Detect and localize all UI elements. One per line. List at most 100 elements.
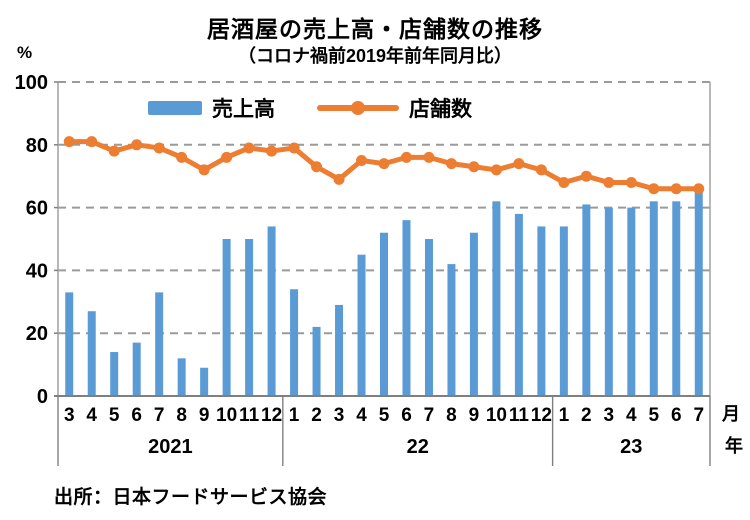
y-axis-unit-label: % bbox=[17, 43, 33, 62]
bar-6-idx27 bbox=[672, 201, 681, 396]
bar-6-idx15 bbox=[402, 220, 411, 396]
y-tick-label-100: 100 bbox=[15, 72, 48, 94]
x-month-label-idx27: 6 bbox=[671, 405, 682, 426]
bar-2-idx11 bbox=[312, 326, 321, 396]
x-month-label-idx26: 5 bbox=[649, 405, 660, 426]
x-month-label-idx22: 1 bbox=[559, 405, 570, 426]
x-month-label-idx13: 4 bbox=[356, 405, 367, 426]
line-point-3-idx12 bbox=[333, 173, 345, 185]
bar-3-idx0 bbox=[65, 292, 74, 396]
line-point-6-idx3 bbox=[131, 139, 143, 151]
y-tick-label-20: 20 bbox=[26, 323, 48, 345]
line-point-4-idx13 bbox=[356, 155, 368, 166]
legend: 売上高 店舗数 bbox=[148, 93, 472, 123]
bar-12-idx21 bbox=[537, 226, 546, 396]
y-tick-label-60: 60 bbox=[26, 198, 48, 220]
bar-9-idx18 bbox=[469, 232, 478, 396]
bar-12-idx9 bbox=[267, 226, 276, 396]
year-label-22: 22 bbox=[407, 436, 429, 458]
y-tick-label-0: 0 bbox=[37, 386, 48, 408]
line-point-6-idx15 bbox=[400, 151, 412, 163]
line-point-10-idx7 bbox=[221, 151, 233, 163]
x-month-label-idx21: 12 bbox=[531, 405, 552, 426]
y-tick-label-80: 80 bbox=[26, 135, 48, 157]
line-point-10-idx19 bbox=[490, 164, 502, 176]
x-month-label-idx23: 2 bbox=[581, 405, 592, 426]
x-month-label-idx5: 8 bbox=[176, 405, 187, 426]
line-point-7-idx4 bbox=[153, 142, 165, 154]
line-point-9-idx6 bbox=[198, 164, 210, 176]
x-month-label-idx11: 2 bbox=[311, 405, 322, 426]
legend-stores-label: 店舗数 bbox=[409, 98, 472, 121]
bar-7-idx4 bbox=[155, 292, 164, 396]
bar-1-idx10 bbox=[290, 289, 299, 396]
line-point-12-idx21 bbox=[535, 164, 547, 176]
line-point-1-idx22 bbox=[558, 176, 570, 188]
bar-5-idx2 bbox=[110, 352, 119, 396]
source-note: 出所：日本フードサービス協会 bbox=[54, 487, 328, 508]
line-point-8-idx5 bbox=[176, 151, 188, 163]
bar-8-idx5 bbox=[177, 358, 186, 396]
x-month-label-idx19: 10 bbox=[486, 405, 507, 426]
year-label-23: 23 bbox=[620, 436, 642, 458]
bar-7-idx16 bbox=[424, 239, 433, 396]
bar-6-idx3 bbox=[132, 342, 141, 396]
year-suffix-label: 年 bbox=[725, 435, 743, 456]
bar-3-idx24 bbox=[604, 207, 613, 396]
bar-11-idx20 bbox=[514, 213, 523, 396]
bar-3-idx12 bbox=[335, 304, 344, 396]
line-point-4-idx25 bbox=[625, 176, 637, 188]
line-point-4-idx1 bbox=[86, 136, 98, 148]
bar-11-idx8 bbox=[245, 239, 254, 396]
x-month-label-idx4: 7 bbox=[154, 405, 165, 426]
line-point-5-idx2 bbox=[108, 145, 120, 157]
bar-8-idx17 bbox=[447, 264, 456, 396]
y-tick-label-40: 40 bbox=[26, 260, 48, 282]
x-month-label-idx0: 3 bbox=[64, 405, 75, 426]
chart-subtitle: （コロナ禍前2019年前年同月比） bbox=[237, 46, 513, 66]
bar-7-idx28 bbox=[694, 191, 703, 396]
legend-bar-swatch-icon bbox=[148, 101, 202, 115]
bar-4-idx25 bbox=[627, 207, 636, 396]
x-month-label-idx8: 11 bbox=[239, 405, 260, 426]
line-point-7-idx16 bbox=[423, 151, 435, 163]
x-month-label-idx14: 5 bbox=[379, 405, 390, 426]
line-point-11-idx8 bbox=[243, 142, 255, 154]
x-month-label-idx2: 5 bbox=[109, 405, 120, 426]
bar-4-idx1 bbox=[87, 311, 96, 396]
bar-2-idx23 bbox=[582, 204, 591, 396]
year-label-2021: 2021 bbox=[148, 436, 193, 458]
x-month-label-idx25: 4 bbox=[626, 405, 637, 426]
line-point-1-idx10 bbox=[288, 142, 300, 154]
bar-4-idx13 bbox=[357, 254, 366, 396]
x-month-label-idx1: 4 bbox=[86, 405, 97, 426]
bar-5-idx14 bbox=[380, 232, 388, 396]
month-suffix-label: 月 bbox=[721, 404, 740, 424]
bar-9-idx6 bbox=[200, 367, 209, 396]
line-point-9-idx18 bbox=[468, 161, 480, 173]
x-month-label-idx28: 7 bbox=[693, 405, 704, 426]
line-point-12-idx9 bbox=[266, 145, 278, 157]
legend-line-marker-icon bbox=[317, 101, 399, 115]
x-month-label-idx10: 1 bbox=[289, 405, 300, 426]
line-point-3-idx0 bbox=[63, 136, 75, 148]
line-point-5-idx26 bbox=[648, 183, 660, 195]
x-month-label-idx3: 6 bbox=[131, 405, 142, 426]
x-month-label-idx9: 12 bbox=[261, 405, 282, 426]
x-month-label-idx24: 3 bbox=[604, 405, 615, 426]
x-month-label-idx17: 8 bbox=[446, 405, 457, 426]
x-month-label-idx7: 10 bbox=[216, 405, 237, 426]
chart-title: 居酒屋の売上高・店舗数の推移 bbox=[207, 16, 543, 42]
line-point-2-idx11 bbox=[311, 161, 323, 173]
line-point-8-idx17 bbox=[445, 158, 457, 170]
line-point-11-idx20 bbox=[513, 158, 525, 170]
x-month-label-idx20: 11 bbox=[509, 405, 530, 426]
line-point-5-idx14 bbox=[378, 158, 390, 170]
line-point-2-idx23 bbox=[580, 170, 592, 182]
legend-sales-label: 売上高 bbox=[212, 98, 275, 121]
line-point-6-idx27 bbox=[670, 183, 682, 195]
x-month-label-idx6: 9 bbox=[199, 405, 210, 426]
x-month-label-idx16: 7 bbox=[424, 405, 435, 426]
